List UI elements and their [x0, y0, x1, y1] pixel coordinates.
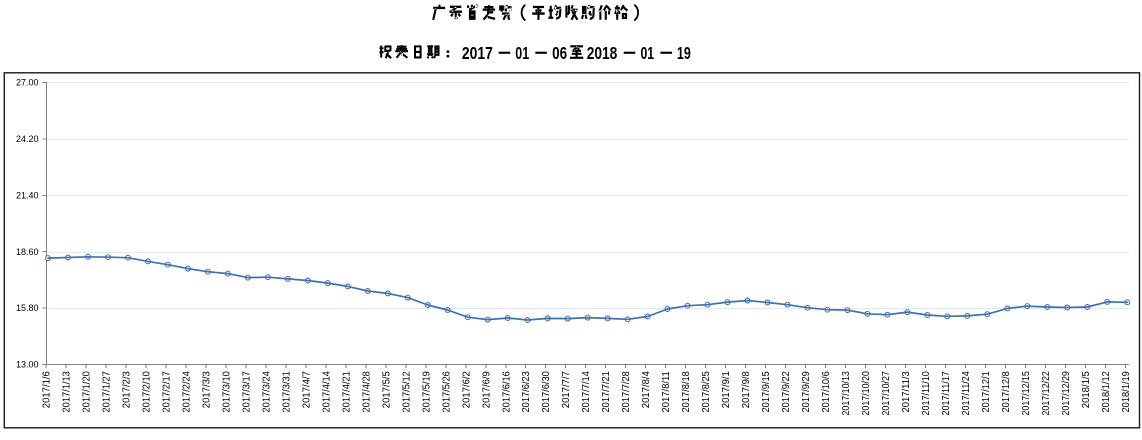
svg-text:2017/12/22: 2017/12/22 — [1041, 371, 1052, 415]
svg-text:2017/7/21: 2017/7/21 — [601, 371, 612, 412]
svg-text:2017/3/24: 2017/3/24 — [261, 371, 272, 413]
svg-text:2017/11/24: 2017/11/24 — [961, 371, 972, 416]
svg-text:06: 06 — [552, 43, 567, 63]
svg-text:2017/5/26: 2017/5/26 — [441, 371, 452, 412]
svg-text:18.60: 18.60 — [16, 247, 39, 257]
svg-text:2017/5/5: 2017/5/5 — [381, 371, 392, 408]
svg-text:2017/4/21: 2017/4/21 — [341, 371, 352, 412]
svg-text:2017/10/20: 2017/10/20 — [861, 371, 872, 416]
svg-text:2017: 2017 — [462, 43, 493, 63]
svg-text:2017/4/28: 2017/4/28 — [361, 371, 372, 412]
svg-text:2017/1/13: 2017/1/13 — [62, 371, 73, 412]
svg-text:2017/5/19: 2017/5/19 — [421, 371, 432, 412]
svg-text:2018/1/5: 2018/1/5 — [1081, 371, 1092, 408]
svg-text:13.00: 13.00 — [16, 360, 39, 370]
svg-text:2017/4/14: 2017/4/14 — [321, 371, 332, 413]
svg-text:2017/6/2: 2017/6/2 — [461, 371, 472, 408]
svg-text:2017/12/8: 2017/12/8 — [1001, 371, 1012, 412]
svg-text:2017/1/27: 2017/1/27 — [102, 371, 113, 412]
svg-text:2017/9/22: 2017/9/22 — [781, 371, 792, 412]
svg-text:2017/8/11: 2017/8/11 — [661, 371, 672, 412]
svg-text:2017/5/12: 2017/5/12 — [401, 371, 412, 412]
svg-text:2017/6/9: 2017/6/9 — [481, 371, 492, 408]
svg-text:2017/11/17: 2017/11/17 — [941, 371, 952, 415]
svg-text:2017/12/15: 2017/12/15 — [1021, 371, 1032, 415]
svg-text:27.00: 27.00 — [16, 78, 39, 88]
svg-text:2017/4/7: 2017/4/7 — [301, 371, 312, 408]
svg-text:2017/1/6: 2017/1/6 — [42, 371, 53, 408]
svg-text:2017/2/3: 2017/2/3 — [122, 371, 133, 408]
svg-text:2018/1/12: 2018/1/12 — [1101, 371, 1112, 412]
svg-text:2017/12/29: 2017/12/29 — [1061, 371, 1072, 415]
svg-text:15.80: 15.80 — [16, 303, 39, 313]
svg-text:2018: 2018 — [587, 43, 618, 63]
svg-text:21.40: 21.40 — [16, 191, 39, 201]
svg-text:01: 01 — [641, 43, 655, 63]
svg-text:2017/8/25: 2017/8/25 — [701, 371, 712, 412]
svg-text:2017/7/28: 2017/7/28 — [621, 371, 632, 412]
svg-text:2017/2/10: 2017/2/10 — [142, 371, 153, 413]
svg-text:2017/6/30: 2017/6/30 — [541, 371, 552, 413]
svg-text:2017/8/4: 2017/8/4 — [641, 371, 652, 409]
svg-text:01: 01 — [515, 43, 529, 63]
svg-text:2017/9/29: 2017/9/29 — [801, 371, 812, 412]
svg-text:2017/6/23: 2017/6/23 — [521, 371, 532, 412]
svg-text:2017/1/20: 2017/1/20 — [82, 371, 93, 413]
svg-text:2018/1/19: 2018/1/19 — [1121, 371, 1132, 412]
svg-text:2017/8/18: 2017/8/18 — [681, 371, 692, 412]
svg-text:2017/3/10: 2017/3/10 — [221, 371, 232, 413]
svg-text:19: 19 — [677, 43, 691, 63]
svg-text:2017/10/27: 2017/10/27 — [881, 371, 892, 415]
svg-text:2017/9/15: 2017/9/15 — [761, 371, 772, 412]
svg-text:24.20: 24.20 — [16, 134, 39, 144]
svg-text:2017/7/7: 2017/7/7 — [561, 371, 572, 408]
svg-text:2017/6/16: 2017/6/16 — [501, 371, 512, 412]
svg-text:2017/11/3: 2017/11/3 — [901, 371, 912, 412]
svg-text:2017/2/24: 2017/2/24 — [181, 371, 192, 413]
svg-text:2017/11/10: 2017/11/10 — [921, 371, 932, 416]
svg-text:2017/3/17: 2017/3/17 — [241, 371, 252, 412]
svg-text:2017/3/3: 2017/3/3 — [201, 371, 212, 408]
svg-text:2017/10/6: 2017/10/6 — [821, 371, 832, 412]
svg-text:2017/9/1: 2017/9/1 — [721, 371, 732, 408]
svg-text:2017/7/14: 2017/7/14 — [581, 371, 592, 413]
svg-text:2017/12/1: 2017/12/1 — [981, 371, 992, 412]
svg-text:2017/2/17: 2017/2/17 — [162, 371, 173, 412]
svg-text:2017/10/13: 2017/10/13 — [841, 371, 852, 415]
svg-text:2017/9/8: 2017/9/8 — [741, 371, 752, 408]
svg-text:2017/3/31: 2017/3/31 — [281, 371, 292, 412]
